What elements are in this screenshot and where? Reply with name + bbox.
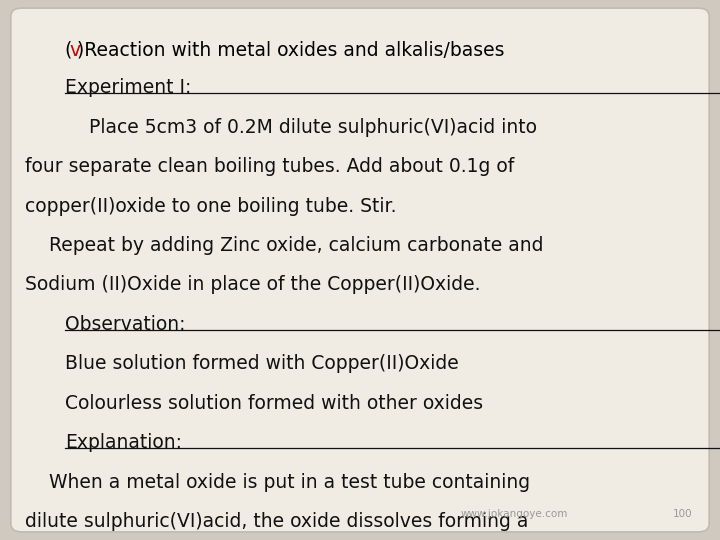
FancyBboxPatch shape	[11, 8, 709, 532]
Text: Explanation:: Explanation:	[65, 433, 181, 452]
Text: (: (	[65, 40, 72, 59]
Text: Colourless solution formed with other oxides: Colourless solution formed with other ox…	[65, 394, 483, 413]
Text: copper(II)oxide to one boiling tube. Stir.: copper(II)oxide to one boiling tube. Sti…	[25, 197, 397, 215]
Text: Sodium (II)Oxide in place of the Copper(II)Oxide.: Sodium (II)Oxide in place of the Copper(…	[25, 275, 481, 294]
Text: four separate clean boiling tubes. Add about 0.1g of: four separate clean boiling tubes. Add a…	[25, 157, 515, 176]
Text: v: v	[70, 40, 81, 59]
Text: Observation:: Observation:	[65, 315, 185, 334]
Text: When a metal oxide is put in a test tube containing: When a metal oxide is put in a test tube…	[25, 472, 531, 491]
Text: Experiment I:: Experiment I:	[65, 78, 192, 97]
Text: www.jokangoye.com: www.jokangoye.com	[461, 509, 568, 519]
Text: dilute sulphuric(VI)acid, the oxide dissolves forming a: dilute sulphuric(VI)acid, the oxide diss…	[25, 512, 528, 531]
Text: Blue solution formed with Copper(II)Oxide: Blue solution formed with Copper(II)Oxid…	[65, 354, 459, 373]
Text: Repeat by adding Zinc oxide, calcium carbonate and: Repeat by adding Zinc oxide, calcium car…	[25, 236, 544, 255]
Text: Place 5cm3 of 0.2M dilute sulphuric(VI)acid into: Place 5cm3 of 0.2M dilute sulphuric(VI)a…	[65, 118, 537, 137]
Text: 100: 100	[673, 509, 693, 519]
Text: )Reaction with metal oxides and alkalis/bases: )Reaction with metal oxides and alkalis/…	[77, 40, 505, 59]
